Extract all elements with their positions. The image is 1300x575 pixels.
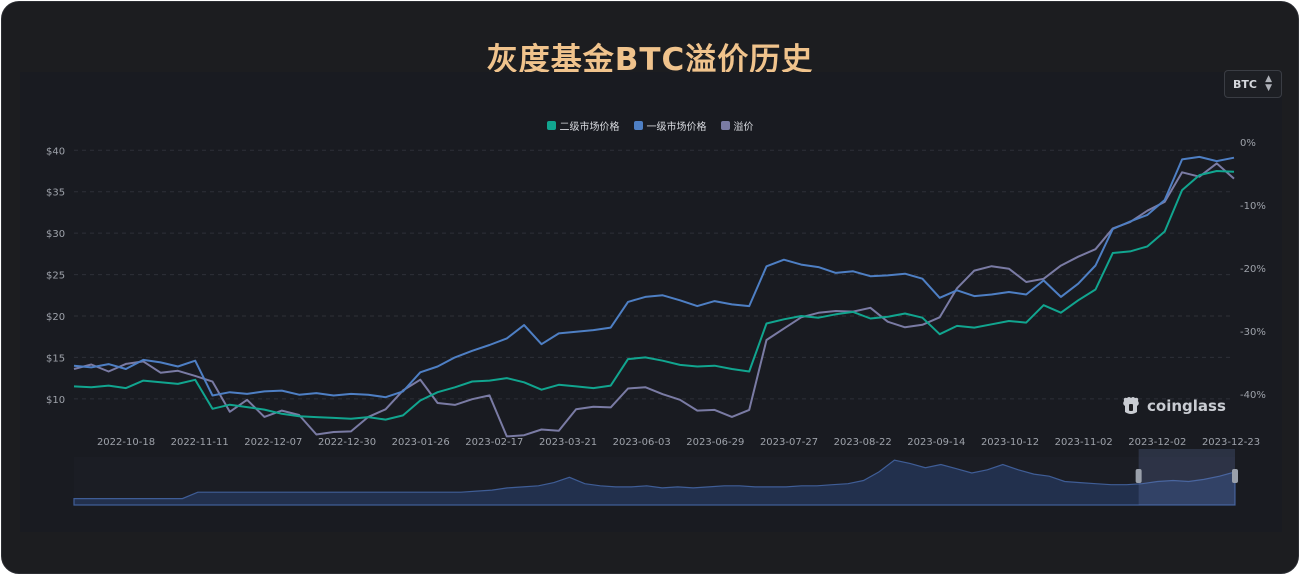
legend-swatch-premium <box>720 121 730 130</box>
legend-label-premium: 溢价 <box>733 122 754 133</box>
coinglass-icon <box>1123 397 1139 414</box>
x-tick-label: 2023-12-02 <box>1128 437 1186 448</box>
series-line-2 <box>73 162 1235 438</box>
navigator-area <box>73 459 1236 506</box>
y-right-tick-label: 0% <box>1240 138 1256 149</box>
x-tick-label: 2023-09-14 <box>907 437 965 448</box>
y-left-tick-label: $25 <box>46 271 65 282</box>
x-tick-label: 2023-12-23 <box>1202 437 1260 448</box>
x-tick-label: 2022-12-30 <box>318 437 376 448</box>
navigator-selection <box>1138 449 1235 505</box>
y-left-tick-label: $35 <box>46 188 65 199</box>
x-tick-label: 2022-12-07 <box>244 437 302 448</box>
y-axis-left: $10 $15 $20 $25 $30 $35 $40 <box>46 146 65 406</box>
legend-item-primary[interactable]: 一级市场价格 <box>633 118 707 133</box>
navigator-handle-left[interactable] <box>1135 469 1142 483</box>
x-tick-label: 2023-03-21 <box>539 437 597 448</box>
x-tick-label: 2023-01-26 <box>392 437 450 448</box>
series-line-1 <box>73 155 1235 399</box>
legend-swatch-secondary <box>546 121 556 130</box>
x-axis: 2022-10-18 2022-11-11 2022-12-07 2022-12-30… <box>97 437 1260 448</box>
y-left-tick-label: $10 <box>46 395 65 406</box>
y-right-tick-label: -20% <box>1240 264 1266 275</box>
legend-item-premium[interactable]: 溢价 <box>720 118 754 133</box>
series-line-0 <box>73 170 1235 421</box>
legend-label-secondary: 二级市场价格 <box>559 122 620 133</box>
y-left-tick-label: $20 <box>46 312 65 323</box>
coinglass-logo: coinglass <box>1120 395 1226 417</box>
y-right-tick-label: -10% <box>1240 201 1266 212</box>
y-right-tick-label: -40% <box>1240 390 1266 401</box>
x-tick-label: 2023-07-27 <box>760 437 818 448</box>
x-tick-label: 2023-11-02 <box>1055 437 1113 448</box>
x-tick-label: 2022-11-11 <box>171 437 229 448</box>
legend-label-primary: 一级市场价格 <box>646 122 707 133</box>
coin-selector[interactable]: BTC ▲ ▼ <box>1224 70 1282 98</box>
legend-swatch-primary <box>633 121 643 130</box>
coin-selector-value: BTC <box>1233 77 1257 91</box>
y-left-tick-label: $30 <box>46 229 65 240</box>
y-axis-right: 0% -10% -20% -30% -40% <box>1240 138 1266 401</box>
chart-panel <box>20 72 1282 532</box>
x-tick-label: 2023-08-22 <box>834 437 892 448</box>
chart-legend: 二级市场价格 一级市场价格 溢价 <box>2 118 1298 133</box>
y-right-tick-label: -30% <box>1240 327 1266 338</box>
updown-chevron-icon: ▲ ▼ <box>1265 74 1272 93</box>
x-tick-label: 2022-10-18 <box>97 437 155 448</box>
navigator-handle-right[interactable] <box>1232 469 1238 483</box>
x-tick-label: 2023-02-17 <box>465 437 523 448</box>
x-tick-label: 2023-06-29 <box>686 437 744 448</box>
brand-name: coinglass <box>1147 397 1226 415</box>
y-left-tick-label: $40 <box>46 146 65 157</box>
series-lines <box>73 155 1235 438</box>
x-tick-label: 2023-10-12 <box>981 437 1039 448</box>
y-left-tick-label: $15 <box>46 353 65 364</box>
x-tick-label: 2023-06-03 <box>613 437 671 448</box>
grid-lines <box>74 149 1234 400</box>
range-navigator[interactable] <box>73 449 1238 506</box>
legend-item-secondary[interactable]: 二级市场价格 <box>546 118 620 133</box>
